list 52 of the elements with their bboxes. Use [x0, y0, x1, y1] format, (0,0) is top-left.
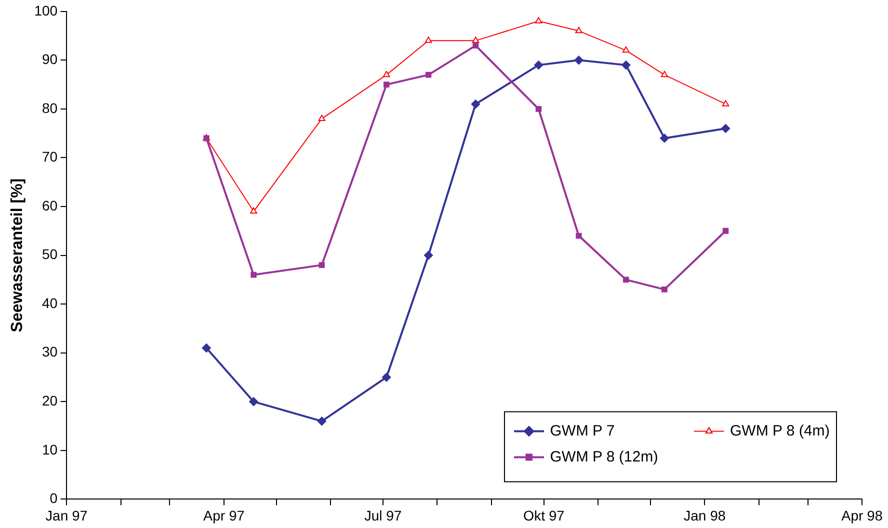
- y-tick-label: 10: [42, 441, 58, 458]
- point: [471, 100, 480, 109]
- y-tick-label: 40: [42, 294, 58, 311]
- y-tick-label: 90: [42, 51, 58, 68]
- point: [472, 36, 480, 43]
- point: [317, 416, 326, 426]
- point: [318, 114, 326, 121]
- point: [202, 343, 211, 352]
- point: [661, 286, 668, 292]
- point: [250, 272, 257, 278]
- point: [250, 207, 258, 214]
- y-tick-label: 80: [42, 100, 58, 116]
- y-tick-label: 100: [34, 2, 58, 18]
- point: [660, 70, 668, 78]
- x-tick-label: Apr 97: [203, 507, 245, 524]
- x-tick-label: Apr 98: [841, 507, 883, 524]
- point: [425, 72, 432, 78]
- y-tick-label: 70: [42, 148, 58, 165]
- x-tick-label: Jan 97: [46, 507, 88, 524]
- point: [722, 100, 730, 106]
- point: [721, 124, 730, 133]
- point: [534, 60, 544, 70]
- point: [536, 106, 542, 112]
- x-tick-label: Okt 97: [523, 507, 565, 524]
- y-tick-label: 50: [42, 246, 58, 262]
- point: [424, 36, 432, 43]
- y-tick-label: 30: [42, 344, 58, 360]
- y-tick-label: 0: [50, 490, 58, 506]
- point: [623, 276, 629, 283]
- x-tick-label: Jul 97: [364, 507, 402, 524]
- y-tick-label: 60: [42, 197, 58, 214]
- y-tick-label: 20: [42, 392, 58, 408]
- legend-label: GWM P 8 (4m): [730, 422, 830, 440]
- y-axis-title: Seewasseranteil [%]: [9, 178, 26, 332]
- point: [622, 46, 630, 53]
- point: [576, 232, 582, 239]
- point: [574, 56, 584, 65]
- point: [660, 134, 669, 143]
- point: [384, 82, 390, 88]
- point: [382, 70, 390, 78]
- legend-label: GWM P 7: [550, 422, 615, 440]
- point: [472, 42, 479, 49]
- point: [424, 250, 433, 260]
- point: [722, 228, 729, 234]
- x-tick-label: Jan 98: [684, 507, 726, 524]
- point: [249, 397, 258, 406]
- point: [318, 262, 325, 268]
- point: [535, 17, 542, 24]
- point: [575, 26, 582, 34]
- point: [621, 60, 630, 70]
- legend-label: GWM P 8 (12m): [550, 448, 658, 466]
- point: [382, 372, 391, 382]
